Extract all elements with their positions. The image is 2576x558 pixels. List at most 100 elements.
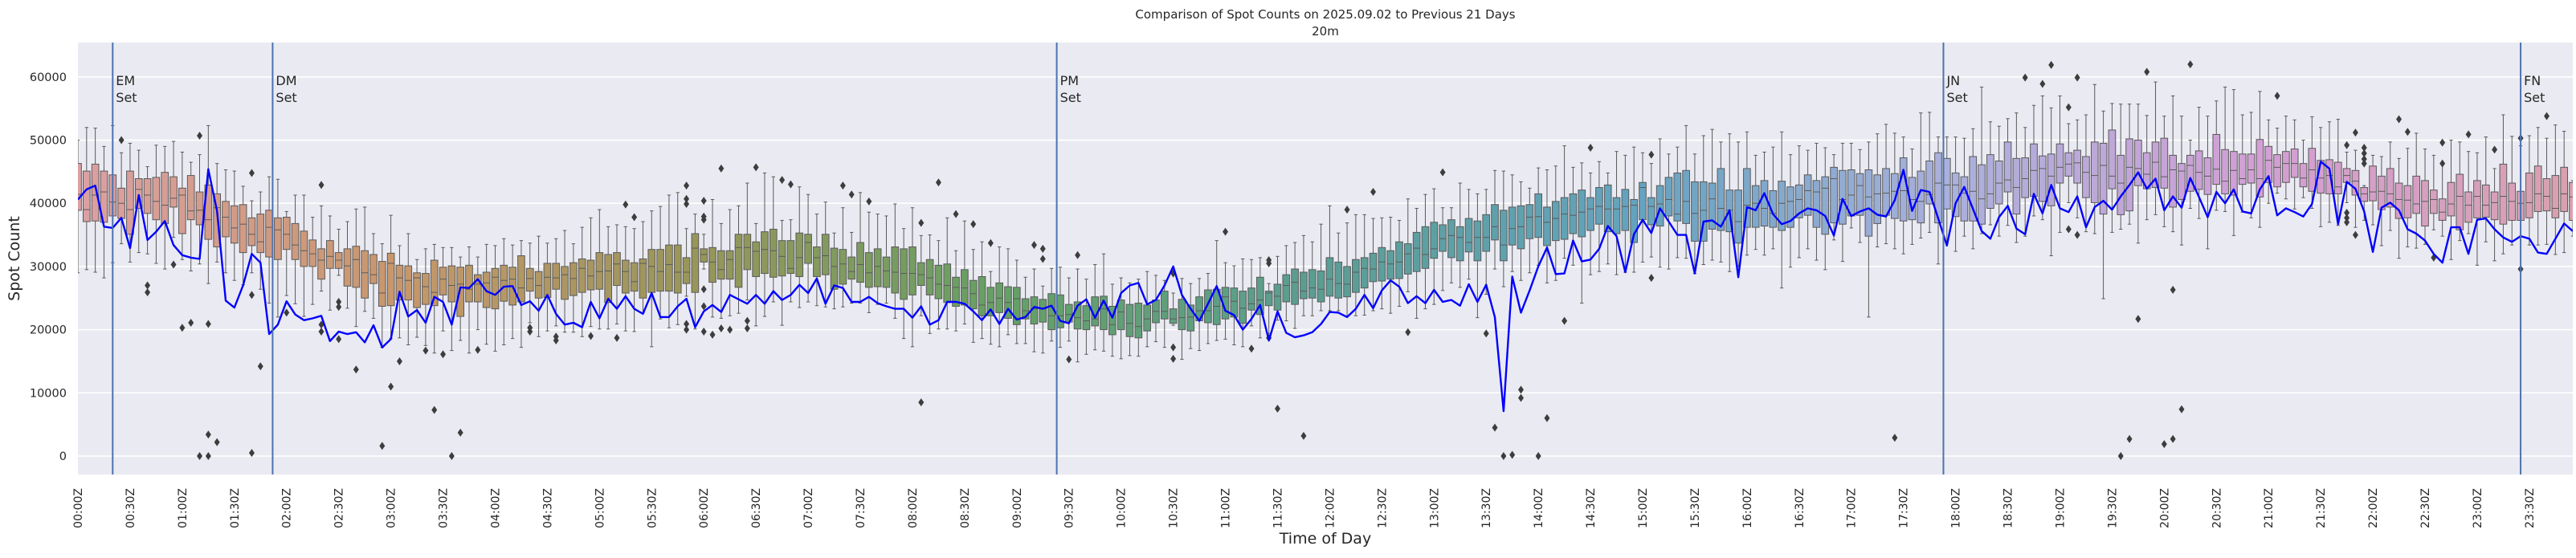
box-iqr bbox=[2569, 181, 2573, 221]
box-118 bbox=[1100, 253, 1108, 352]
x-tick-label: 20:00Z bbox=[2158, 488, 2171, 528]
box-39 bbox=[413, 259, 421, 338]
box-iqr bbox=[456, 267, 465, 317]
box-iqr bbox=[1360, 257, 1369, 289]
box-iqr bbox=[1812, 180, 1821, 228]
box-187 bbox=[1699, 135, 1708, 266]
box-45 bbox=[465, 246, 473, 354]
box-iqr bbox=[1647, 197, 1655, 226]
box-iqr bbox=[169, 176, 178, 208]
x-tick-label: 16:00Z bbox=[1741, 488, 1754, 528]
box-90 bbox=[856, 192, 864, 304]
outlier-point bbox=[918, 398, 925, 407]
box-64 bbox=[630, 228, 639, 332]
box-iqr bbox=[961, 269, 969, 306]
box-iqr bbox=[2117, 154, 2125, 215]
outlier-point bbox=[2039, 79, 2046, 88]
box-172 bbox=[1569, 166, 1578, 266]
box-80 bbox=[769, 176, 778, 303]
outlier-point bbox=[457, 428, 463, 437]
box-iqr bbox=[1655, 185, 1664, 227]
x-tick-label: 04:30Z bbox=[541, 488, 554, 528]
x-tick-label: 09:30Z bbox=[1063, 488, 1076, 528]
box-iqr bbox=[2230, 151, 2238, 196]
box-iqr bbox=[404, 265, 413, 301]
box-73 bbox=[708, 198, 716, 318]
box-iqr bbox=[1751, 185, 1760, 228]
outlier-point bbox=[1170, 343, 1177, 352]
box-246 bbox=[2212, 100, 2221, 211]
box-9 bbox=[152, 145, 161, 264]
box-149 bbox=[1369, 218, 1378, 312]
box-96 bbox=[908, 207, 917, 348]
outlier-point bbox=[318, 181, 325, 189]
outlier-point bbox=[2274, 92, 2280, 100]
box-276 bbox=[2473, 152, 2481, 266]
box-iqr bbox=[2412, 175, 2421, 214]
x-tick-label: 11:00Z bbox=[1220, 488, 1233, 528]
box-iqr bbox=[673, 244, 682, 294]
box-148 bbox=[1360, 214, 1369, 316]
box-iqr bbox=[639, 258, 647, 299]
box-iqr bbox=[2360, 187, 2369, 202]
box-iqr bbox=[422, 273, 430, 305]
box-70 bbox=[682, 228, 691, 297]
box-iqr bbox=[734, 234, 743, 288]
outlier-point bbox=[248, 291, 255, 299]
box-157 bbox=[1439, 207, 1447, 291]
box-iqr bbox=[2256, 139, 2264, 198]
box-iqr bbox=[1794, 184, 1803, 218]
box-iqr bbox=[1891, 173, 1899, 219]
box-11 bbox=[169, 141, 178, 238]
box-iqr bbox=[978, 276, 986, 316]
box-iqr bbox=[1743, 168, 1751, 228]
box-286 bbox=[2560, 130, 2569, 254]
box-iqr bbox=[2473, 180, 2481, 218]
box-161 bbox=[1473, 193, 1482, 319]
box-iqr bbox=[934, 264, 943, 299]
box-iqr bbox=[1595, 187, 1603, 225]
box-136 bbox=[1256, 257, 1264, 339]
outlier-point bbox=[527, 327, 533, 336]
marker-label-dm: DM bbox=[276, 73, 296, 88]
box-iqr bbox=[1551, 201, 1560, 242]
outlier-point bbox=[257, 362, 263, 371]
box-184 bbox=[1673, 146, 1682, 259]
outlier-point bbox=[1492, 423, 1498, 432]
box-178 bbox=[1621, 154, 1630, 273]
box-25 bbox=[291, 194, 300, 304]
box-iqr bbox=[2169, 154, 2178, 208]
box-iqr bbox=[1630, 198, 1639, 243]
box-iqr bbox=[1543, 206, 1551, 246]
box-28 bbox=[317, 205, 325, 292]
outlier-point bbox=[1031, 241, 1037, 250]
box-iqr bbox=[413, 272, 421, 308]
box-iqr bbox=[2134, 140, 2142, 186]
box-53 bbox=[534, 235, 543, 337]
box-109 bbox=[1021, 276, 1030, 344]
outlier-point bbox=[2170, 286, 2176, 295]
x-tick-label: 18:30Z bbox=[2002, 488, 2015, 528]
box-iqr bbox=[1855, 173, 1864, 216]
marker-label-em: EM bbox=[116, 73, 135, 88]
box-273 bbox=[2447, 140, 2456, 260]
box-iqr bbox=[230, 205, 239, 244]
outlier-point bbox=[2352, 128, 2358, 137]
box-0 bbox=[78, 140, 82, 274]
outlier-point bbox=[1648, 150, 1655, 159]
box-278 bbox=[2490, 168, 2499, 262]
outlier-point bbox=[179, 324, 186, 332]
box-iqr bbox=[700, 248, 708, 263]
outlier-point bbox=[2465, 130, 2472, 139]
box-203 bbox=[1839, 142, 1847, 263]
box-126 bbox=[1169, 292, 1178, 326]
marker-label-set: Set bbox=[1946, 90, 1967, 105]
box-36 bbox=[386, 214, 395, 340]
x-tick-label: 03:30Z bbox=[438, 488, 451, 528]
box-iqr bbox=[856, 242, 864, 283]
box-iqr bbox=[1117, 299, 1125, 331]
box-247 bbox=[2221, 86, 2229, 212]
box-iqr bbox=[2560, 166, 2569, 212]
box-285 bbox=[2551, 124, 2560, 255]
box-iqr bbox=[943, 263, 952, 303]
